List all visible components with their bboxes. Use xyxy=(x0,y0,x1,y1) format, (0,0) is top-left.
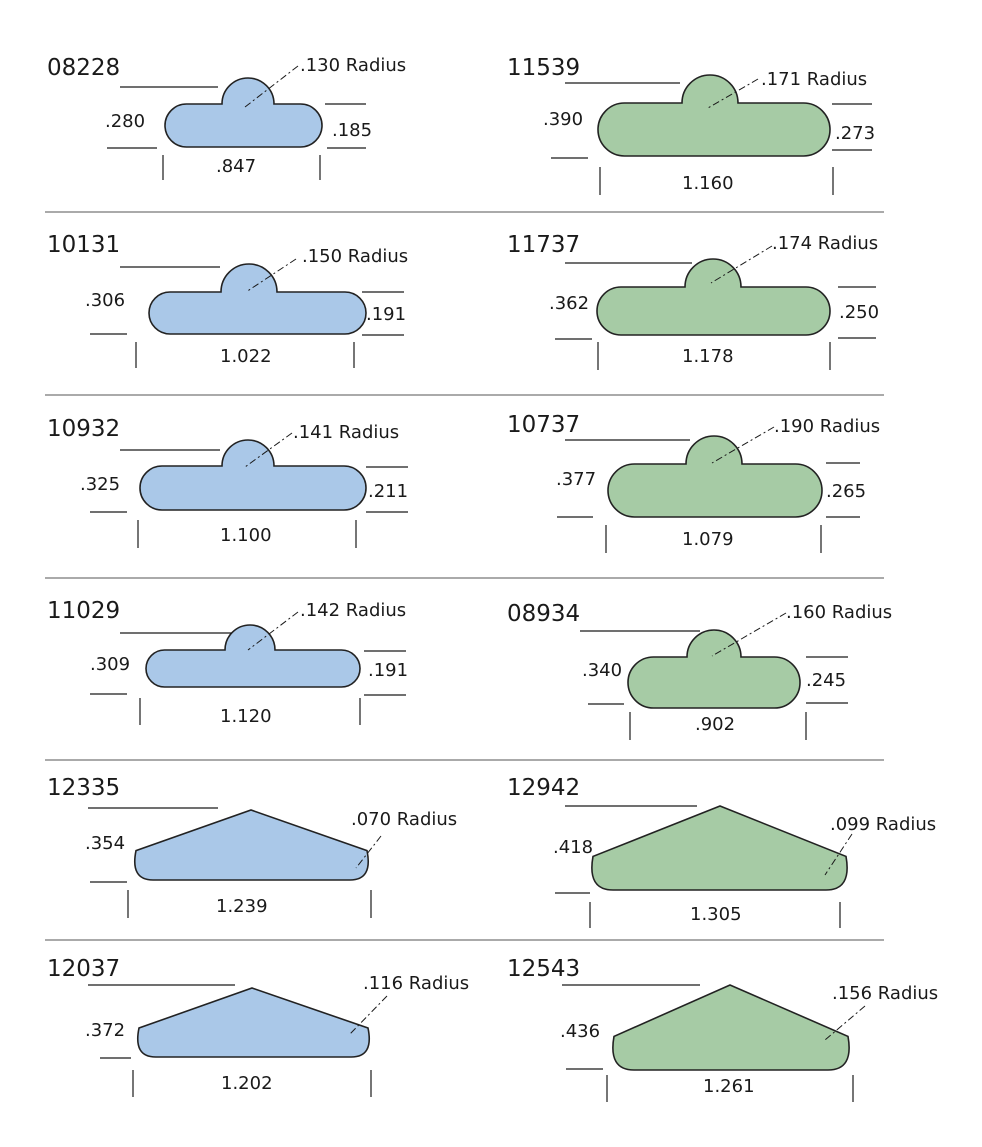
height-dimension: .362 xyxy=(549,293,589,314)
width-dimension: 1.202 xyxy=(221,1073,273,1094)
height-dimension: .280 xyxy=(105,111,145,132)
profile-shape xyxy=(136,987,371,1058)
profile-12335: 12335 .354 1.239 .070 Radius xyxy=(47,775,457,918)
profile-shape xyxy=(591,805,848,891)
radius-leader xyxy=(707,78,759,109)
profile-shape xyxy=(139,439,367,511)
profile-shape xyxy=(148,263,367,335)
height-dimension: .306 xyxy=(85,290,125,311)
height-dimension: .377 xyxy=(556,469,596,490)
row-separators xyxy=(45,211,884,941)
flange-dimension: .265 xyxy=(826,481,866,502)
height-dimension: .340 xyxy=(582,660,622,681)
radius-label: .156 Radius xyxy=(832,983,938,1004)
width-dimension: 1.120 xyxy=(220,706,272,727)
radius-label: .171 Radius xyxy=(761,69,867,90)
radius-label: .174 Radius xyxy=(772,233,878,254)
profile-08228: 08228 .280 .185 .847 .130 Radius xyxy=(47,55,406,180)
profile-shape xyxy=(164,77,323,148)
profile-08934: 08934 .340 .245 .902 .160 Radius xyxy=(507,601,892,740)
radius-label: .070 Radius xyxy=(351,809,457,830)
radius-leader xyxy=(355,835,382,869)
width-dimension: 1.160 xyxy=(682,173,734,194)
part-number: 12037 xyxy=(47,956,120,982)
flange-dimension: .250 xyxy=(839,302,879,323)
profile-shape xyxy=(134,809,369,881)
profile-shape xyxy=(596,258,831,336)
height-dimension: .309 xyxy=(90,654,130,675)
flange-dimension: .191 xyxy=(366,304,406,325)
part-number: 10131 xyxy=(47,232,120,258)
height-dimension: .418 xyxy=(553,837,593,858)
radius-label: .130 Radius xyxy=(300,55,406,76)
profile-shape xyxy=(607,435,823,518)
profile-10131: 10131 .306 .191 1.022 .150 Radius xyxy=(47,232,408,368)
radius-leader xyxy=(824,1005,866,1041)
part-number: 11539 xyxy=(507,55,580,81)
radius-leader xyxy=(247,611,299,651)
width-dimension: 1.100 xyxy=(220,525,272,546)
part-number: 10737 xyxy=(507,412,580,438)
width-dimension: .902 xyxy=(695,714,735,735)
radius-leader xyxy=(710,245,773,284)
width-dimension: 1.079 xyxy=(682,529,734,550)
radius-leader xyxy=(244,432,293,468)
part-number: 12942 xyxy=(507,775,580,801)
radius-leader xyxy=(244,65,299,108)
width-dimension: 1.261 xyxy=(703,1076,755,1097)
part-number: 12335 xyxy=(47,775,120,801)
profile-11737: 11737 .362 .250 1.178 .174 Radius xyxy=(507,232,879,370)
part-number: 08934 xyxy=(507,601,580,627)
radius-leader xyxy=(824,833,853,876)
profile-11029: 11029 .309 .191 1.120 .142 Radius xyxy=(47,598,408,727)
flange-dimension: .185 xyxy=(332,120,372,141)
radius-label: .160 Radius xyxy=(786,602,892,623)
profile-12942: 12942 .418 1.305 .099 Radius xyxy=(507,775,936,928)
radius-leader xyxy=(245,258,297,293)
part-number: 10932 xyxy=(47,416,120,442)
width-dimension: 1.239 xyxy=(216,896,268,917)
profile-10737: 10737 .377 .265 1.079 .190 Radius xyxy=(507,412,880,553)
profile-shape xyxy=(612,984,850,1071)
height-dimension: .372 xyxy=(85,1020,125,1041)
profile-shape xyxy=(597,74,831,157)
height-dimension: .390 xyxy=(543,109,583,130)
profile-12037: 12037 .372 1.202 .116 Radius xyxy=(47,956,469,1097)
profile-10932: 10932 .325 .211 1.100 .141 Radius xyxy=(47,416,408,548)
flange-dimension: .273 xyxy=(835,123,875,144)
profile-shape xyxy=(145,624,361,688)
height-dimension: .325 xyxy=(80,474,120,495)
part-number: 08228 xyxy=(47,55,120,81)
part-number: 11029 xyxy=(47,598,120,624)
part-number: 11737 xyxy=(507,232,580,258)
radius-leader xyxy=(711,612,787,657)
radius-leader xyxy=(711,426,775,464)
radius-label: .099 Radius xyxy=(830,814,936,835)
height-dimension: .436 xyxy=(560,1021,600,1042)
profile-11539: 11539 .390 .273 1.160 .171 Radius xyxy=(507,55,875,195)
height-dimension: .354 xyxy=(85,833,125,854)
radius-label: .141 Radius xyxy=(293,422,399,443)
radius-label: .190 Radius xyxy=(774,416,880,437)
profiles: 08228 .280 .185 .847 .130 Radius 11539 .390 .27… xyxy=(47,55,938,1102)
width-dimension: .847 xyxy=(216,156,256,177)
flange-dimension: .211 xyxy=(368,481,408,502)
width-dimension: 1.305 xyxy=(690,904,742,925)
radius-label: .142 Radius xyxy=(300,600,406,621)
radius-label: .150 Radius xyxy=(302,246,408,267)
flange-dimension: .245 xyxy=(806,670,846,691)
width-dimension: 1.022 xyxy=(220,346,272,367)
profile-12543: 12543 .436 1.261 .156 Radius xyxy=(507,956,938,1102)
profile-shape xyxy=(627,629,801,709)
radius-label: .116 Radius xyxy=(363,973,469,994)
flange-dimension: .191 xyxy=(368,660,408,681)
radius-leader xyxy=(349,995,388,1035)
width-dimension: 1.178 xyxy=(682,346,734,367)
part-number: 12543 xyxy=(507,956,580,982)
